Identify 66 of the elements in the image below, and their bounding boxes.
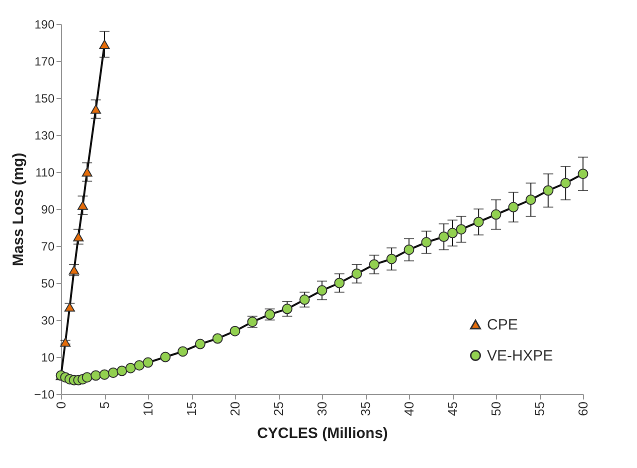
x-axis-title: CYCLES (Millions) (257, 424, 388, 442)
y-tick-label: 50 (41, 276, 55, 290)
point (352, 268, 362, 279)
x-tick-label: 5 (97, 402, 112, 409)
y-tick-label: −10 (34, 388, 55, 402)
point (560, 178, 571, 188)
point (368, 259, 380, 270)
point (160, 352, 171, 362)
point (125, 362, 136, 374)
point (230, 326, 240, 336)
point (456, 224, 466, 235)
x-tick-label: 15 (184, 402, 199, 416)
y-tick-label: 30 (41, 314, 55, 328)
x-tick-label: 50 (488, 402, 504, 416)
x-tick-label: 55 (532, 402, 547, 416)
point (212, 333, 223, 344)
x-tick-label: 60 (576, 402, 590, 416)
point (542, 185, 554, 196)
point (99, 369, 110, 380)
y-tick-label: 190 (34, 18, 55, 32)
legend-label: CPE (487, 316, 518, 334)
point (526, 194, 536, 205)
point (438, 232, 450, 242)
x-tick-label: 40 (402, 402, 416, 416)
x-tick-label: 10 (140, 402, 156, 416)
point (578, 168, 588, 180)
point (282, 304, 292, 314)
point (90, 370, 102, 381)
y-tick-label: 170 (34, 54, 55, 68)
point (194, 338, 206, 350)
y-tick-label: 130 (34, 128, 55, 142)
point (299, 294, 310, 305)
y-tick-label: 150 (34, 92, 55, 106)
point (82, 167, 92, 177)
y-tick-label: 90 (41, 202, 55, 216)
legend-label: VE-HXPE (487, 348, 553, 364)
point (386, 254, 397, 264)
point (134, 360, 145, 371)
y-tick-label: 110 (35, 166, 55, 180)
point (99, 40, 110, 49)
point (316, 285, 328, 296)
point (404, 244, 414, 255)
point (78, 200, 88, 210)
point (90, 104, 102, 114)
point (334, 278, 345, 288)
point (60, 338, 71, 347)
point (447, 228, 458, 238)
point (473, 216, 484, 228)
x-tick-label: 20 (228, 402, 242, 416)
point (508, 202, 519, 212)
x-tick-label: 0 (54, 402, 68, 409)
y-tick-label: 10 (41, 350, 55, 364)
point (490, 209, 502, 220)
point (421, 237, 432, 248)
point (82, 372, 92, 383)
x-tick-label: 25 (271, 402, 286, 416)
point (108, 367, 118, 378)
x-tick-label: 45 (445, 402, 460, 416)
point (178, 346, 188, 357)
x-tick-label: 30 (314, 402, 330, 416)
y-axis-title: Mass Loss (mg) (10, 152, 28, 266)
x-tick-label: 35 (358, 402, 373, 416)
point (116, 366, 128, 376)
point (142, 357, 154, 368)
point (73, 232, 84, 242)
y-tick-label: 70 (41, 240, 55, 254)
